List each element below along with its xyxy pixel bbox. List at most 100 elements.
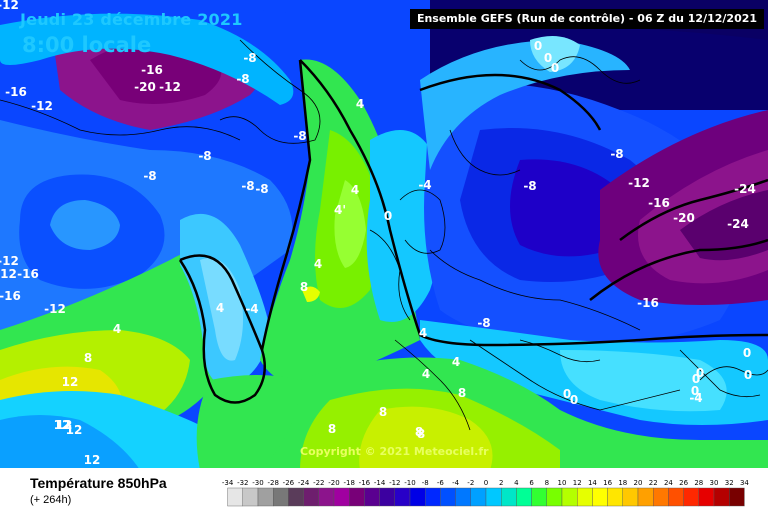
scale-label: 8: [545, 479, 549, 487]
scale-swatch: [455, 487, 472, 507]
scale-label: -16: [359, 479, 371, 487]
temperature-fill: [0, 0, 768, 470]
scale-label: -34: [222, 479, 234, 487]
isotherm-label: 8: [415, 425, 423, 439]
isotherm-labels: -12-16-20-12-16-12-8-8-8-8-8-8-8-12-16-1…: [0, 0, 756, 467]
isotherm-label: -12: [159, 80, 181, 94]
field-name: Température 850hPa: [30, 475, 167, 491]
scale-label: 34: [740, 479, 749, 487]
isotherm-label: 12: [66, 423, 83, 437]
scale-swatch: [546, 487, 563, 507]
isotherm-label: 0: [696, 366, 704, 380]
isotherm-label: 8: [84, 351, 92, 365]
scale-swatch: [440, 487, 456, 507]
isotherm-label: -24: [727, 217, 749, 231]
scale-swatch: [713, 487, 730, 507]
scale-swatch: [348, 487, 365, 507]
isotherm-label: -8: [477, 316, 490, 330]
isotherm-label: 4: [452, 355, 460, 369]
zero-isotherm-lines: [178, 59, 768, 404]
isotherm-label: -16: [5, 85, 27, 99]
scale-swatch: [318, 487, 335, 507]
isotherm-label: -16: [648, 196, 670, 210]
isotherm-label: 4: [216, 301, 224, 315]
scale-swatch: [409, 487, 426, 507]
isotherm-label: -12: [0, 254, 19, 268]
isotherm-label: 12: [84, 453, 101, 467]
scale-label: -32: [237, 479, 248, 487]
scale-label: 0: [484, 479, 488, 487]
temperature-map: -12-16-20-12-16-12-8-8-8-8-8-8-8-12-16-1…: [0, 0, 768, 470]
isotherm-label: -8: [143, 169, 156, 183]
scale-swatch: [424, 487, 441, 507]
isotherm-label: -12: [0, 267, 17, 281]
isotherm-label: 12: [62, 375, 79, 389]
isotherm-label: -8: [243, 51, 256, 65]
scale-label: -10: [404, 479, 415, 487]
scale-label: 12: [573, 479, 582, 487]
scale-label: -24: [298, 479, 310, 487]
scale-label: -12: [389, 479, 400, 487]
isotherm-label: 0: [743, 346, 751, 360]
scale-label: -28: [267, 479, 278, 487]
isotherm-label: 4: [314, 257, 322, 271]
scale-label: 14: [588, 479, 597, 487]
isotherm-label: 4: [351, 183, 359, 197]
isotherm-label: -12: [0, 0, 19, 12]
isotherm-label: 8: [328, 422, 336, 436]
isotherm-label: 0: [384, 209, 392, 223]
isotherm-label: -12: [628, 176, 650, 190]
scale-label: 4: [514, 479, 519, 487]
isotherm-label: -4: [418, 178, 431, 192]
isotherm-label: 0: [534, 39, 542, 53]
isotherm-label: 4: [422, 367, 430, 381]
scale-swatch: [470, 487, 487, 507]
scale-swatch: [729, 487, 745, 507]
isotherm-label: -8: [293, 129, 306, 143]
isotherm-label: -16: [17, 267, 39, 281]
scale-swatch: [257, 487, 274, 507]
isotherm-label: 8: [417, 427, 425, 441]
scale-swatch: [607, 487, 624, 507]
isotherm-label: -20: [134, 80, 156, 94]
isotherm-label: -8: [255, 182, 268, 196]
isotherm-label: -16: [0, 289, 21, 303]
isotherm-label: 4: [113, 322, 121, 336]
isotherm-label: -8: [610, 147, 623, 161]
scale-label: 2: [499, 479, 503, 487]
scale-label: -4: [452, 479, 460, 487]
scale-swatch: [622, 487, 639, 507]
isotherm-label: 8: [379, 405, 387, 419]
isotherm-label: 0: [563, 387, 571, 401]
isotherm-label: 0: [744, 368, 752, 382]
copyright-text: Copyright © 2021 Meteociel.fr: [300, 445, 489, 458]
scale-swatch: [485, 487, 502, 507]
scale-label: 32: [725, 479, 734, 487]
scale-label: 30: [710, 479, 719, 487]
isotherm-label: -8: [198, 149, 211, 163]
isotherm-label: -12: [31, 99, 53, 113]
isotherm-label: -8: [241, 179, 254, 193]
isotherm-label: 8: [458, 386, 466, 400]
isotherm-label: -16: [637, 296, 659, 310]
scale-label: 20: [634, 479, 643, 487]
isotherm-label: 0: [691, 384, 699, 398]
scale-label: 6: [529, 479, 534, 487]
forecast-date: Jeudi 23 décembre 2021: [20, 10, 243, 29]
scale-swatch: [516, 487, 532, 507]
scale-label: -20: [328, 479, 339, 487]
isotherm-label: 12: [56, 418, 73, 432]
isotherm-label: -4: [689, 391, 702, 405]
scale-label: -26: [283, 479, 295, 487]
isotherm-label: 0: [551, 61, 559, 75]
isotherm-label: 0: [544, 51, 552, 65]
scale-swatch: [364, 487, 380, 507]
forecast-time: 8:00 locale: [22, 33, 152, 57]
scale-swatch: [288, 487, 304, 507]
isotherm-label: 0: [570, 393, 578, 407]
scale-swatch: [531, 487, 548, 507]
scale-label: -22: [313, 479, 324, 487]
scale-label: 10: [558, 479, 567, 487]
scale-label: 18: [618, 479, 627, 487]
scale-swatch: [577, 487, 593, 507]
